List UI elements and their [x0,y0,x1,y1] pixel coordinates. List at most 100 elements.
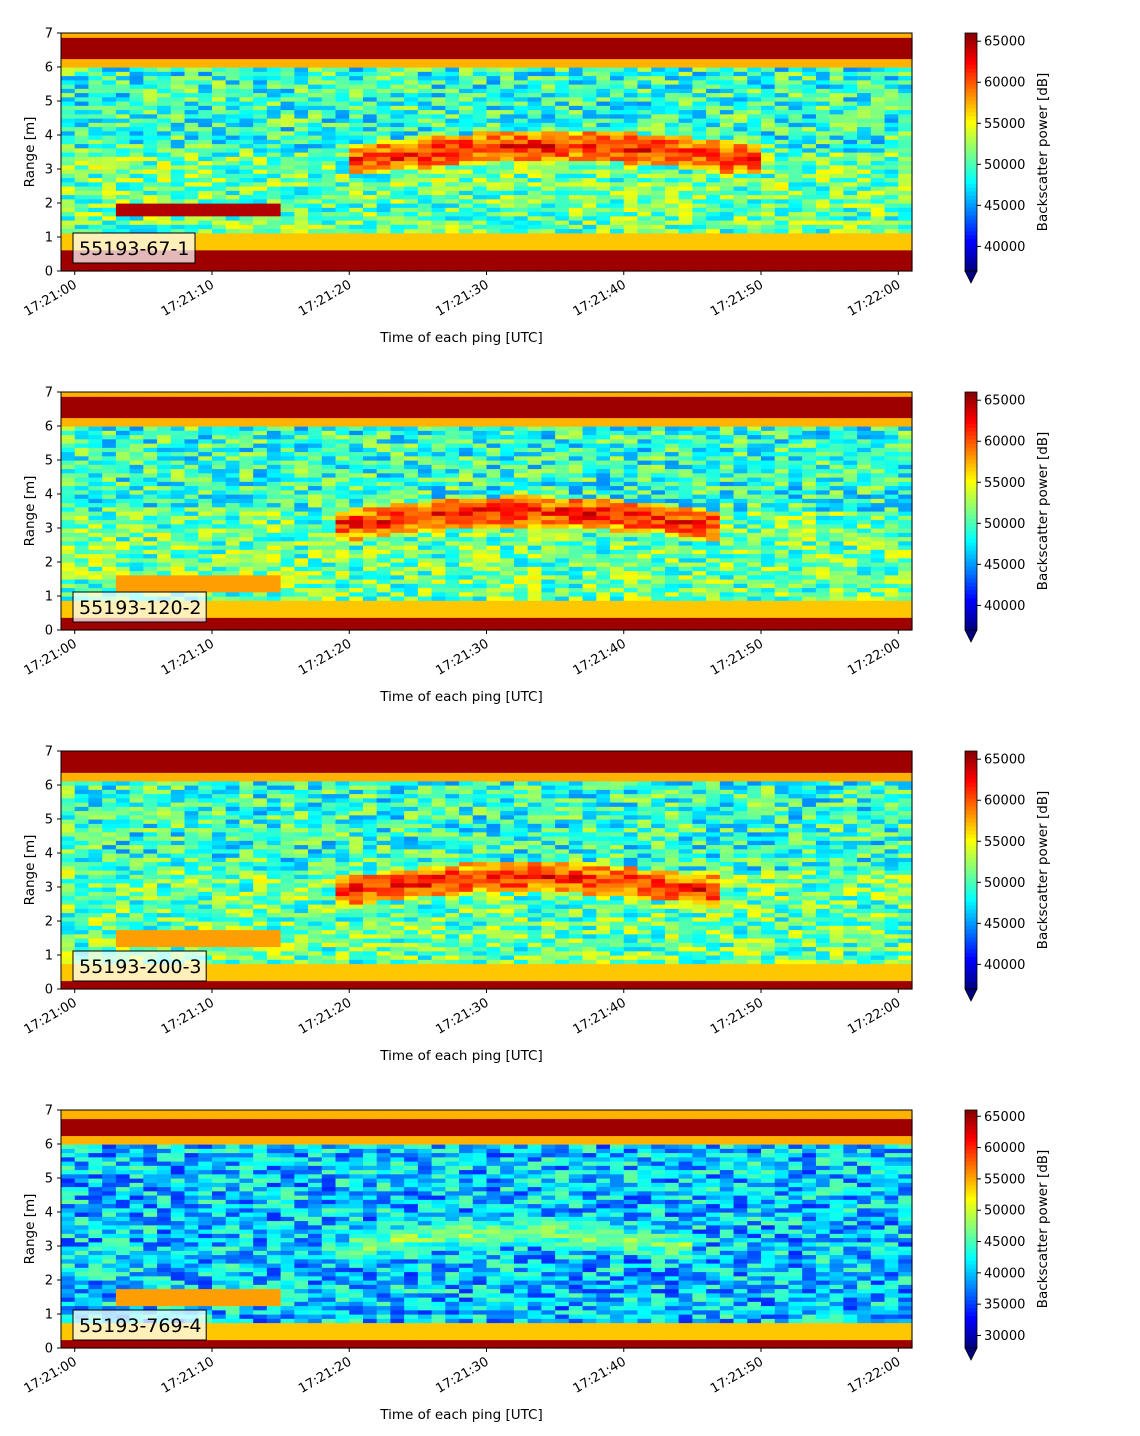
heatmap-cell [362,135,378,140]
heatmap-cell [198,54,213,60]
heatmap-cell [294,409,309,414]
heatmap-cell [74,126,90,132]
heatmap-cell [747,228,762,234]
heatmap-cell [157,404,172,410]
heatmap-cell [321,37,337,43]
heatmap-cell [335,67,350,72]
heatmap-cell [678,160,693,166]
heatmap-cell [376,241,392,247]
heatmap-cell [362,464,378,470]
colorbar-segment [965,124,977,129]
heatmap-cell [143,515,158,521]
heatmap-cell [582,67,597,72]
heatmap-cell [239,574,254,580]
heatmap-cell [349,241,364,247]
heatmap-cell [445,152,460,157]
heatmap-cell [308,400,323,406]
heatmap-cell [486,186,501,191]
heatmap-cell [706,228,721,234]
heatmap-cell [321,392,337,397]
heatmap-cell [115,198,131,204]
heatmap-cell [266,215,282,221]
heatmap-cell [129,587,144,593]
heatmap-cell [404,126,419,132]
heatmap-cell [500,241,515,247]
heatmap-cell [102,404,117,410]
heatmap-cell [555,152,570,157]
heatmap-cell [678,258,693,264]
heatmap-cell [74,160,90,166]
heatmap-cell [266,502,282,508]
heatmap-cell [774,232,790,238]
heatmap-cell [513,33,529,38]
heatmap-cell [308,426,323,431]
heatmap-cell [253,574,268,580]
heatmap-cell [417,164,433,170]
heatmap-cell [280,160,295,166]
heatmap-cell [610,135,625,140]
heatmap-cell [788,215,803,221]
heatmap-cell [555,147,570,153]
heatmap-cell [115,506,131,512]
heatmap-cell [308,135,323,140]
heatmap-cell [102,62,117,68]
heatmap-cell [390,220,405,225]
heatmap-cell [266,447,282,453]
heatmap-cell [239,130,254,136]
heatmap-cell [623,37,639,43]
heatmap-cell [266,241,282,247]
colorbar-segment [965,223,977,228]
heatmap-cell [239,101,254,106]
heatmap-cell [843,109,858,115]
heatmap-cell [170,498,186,504]
heatmap-cell [527,101,543,106]
heatmap-cell [198,203,213,208]
heatmap-cell [843,101,858,106]
heatmap-cell [733,37,748,43]
heatmap-cell [362,241,378,247]
heatmap-cell [623,245,639,251]
heatmap-cell [198,511,213,516]
colorbar-segment [965,36,977,42]
heatmap-cell [211,515,227,521]
heatmap-cell [239,75,254,81]
heatmap-cell [596,33,611,38]
heatmap-cell [623,147,639,153]
heatmap-cell [774,50,790,55]
heatmap-cell [74,413,90,419]
heatmap-cell [143,583,158,589]
heatmap-cell [88,621,103,627]
heatmap-cell [143,173,158,179]
heatmap-cell [349,409,364,414]
heatmap-cell [596,50,611,55]
heatmap-cell [596,126,611,132]
heatmap-cell [225,79,241,85]
heatmap-cell [170,50,186,55]
heatmap-cell [253,207,268,213]
heatmap-cell [143,139,158,145]
heatmap-cell [280,511,295,516]
heatmap-cell [802,50,817,55]
heatmap-cell [472,122,488,128]
heatmap-cell [129,84,144,89]
heatmap-cell [829,54,844,60]
heatmap-cell [362,596,378,601]
heatmap-cell [198,79,213,85]
heatmap-cell [376,177,392,183]
heatmap-cell [870,58,886,64]
heatmap-cell [898,173,913,179]
heatmap-cell [349,135,364,140]
heatmap-cell [829,58,844,64]
heatmap-cell [129,181,144,187]
colorbar-segment [965,191,977,197]
heatmap-cell [733,135,748,140]
heatmap-cell [88,41,103,47]
heatmap-cell [774,186,790,191]
heatmap-cell [349,574,364,580]
heatmap-cell [774,84,790,89]
heatmap-cell [253,215,268,221]
heatmap-cell [637,254,652,259]
heatmap-cell [115,169,131,174]
heatmap-cell [349,207,364,213]
heatmap-cell [761,181,776,187]
